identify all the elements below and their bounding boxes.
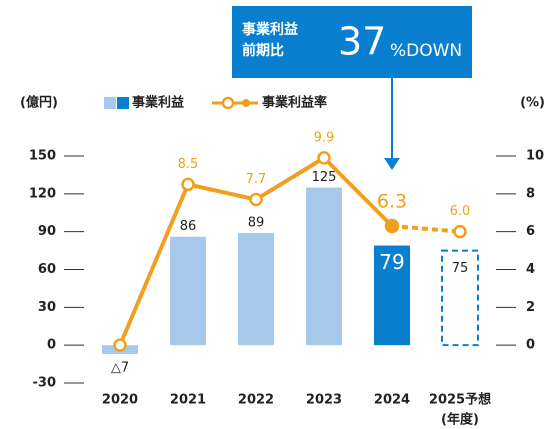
- bar: [238, 232, 274, 346]
- legend-marker: [221, 96, 235, 110]
- x-tick-label: 2024: [374, 393, 410, 408]
- bar-label: 79: [379, 250, 404, 274]
- legend-swatch: [104, 97, 116, 109]
- line-label: 9.9: [314, 130, 335, 145]
- line-marker: [453, 224, 467, 239]
- y-tick-label: 0: [47, 338, 56, 353]
- y2-axis-label: (%): [520, 96, 545, 111]
- y2-tick-label: 2: [526, 300, 535, 315]
- line-label: 6.3: [377, 190, 407, 212]
- callout-value: 37: [338, 20, 386, 64]
- legend-marker: [242, 99, 250, 107]
- line-marker: [317, 151, 331, 165]
- y-tick-label: 60: [38, 262, 56, 277]
- legend-swatch: [117, 97, 129, 109]
- line-segment: [322, 156, 394, 228]
- x-axis-label: (年度): [441, 412, 479, 428]
- line-label: 7.7: [246, 172, 267, 187]
- callout-unit: %DOWN: [390, 41, 462, 61]
- callout-text: 前期比: [242, 42, 284, 59]
- x-tick-label: 2023: [306, 393, 342, 408]
- line-label: 8.5: [178, 157, 199, 172]
- line-segment: [391, 223, 461, 234]
- line-marker: [113, 338, 127, 352]
- callout-box: [232, 6, 472, 78]
- y-tick-label: 120: [29, 186, 56, 201]
- bar-label: 86: [180, 219, 197, 234]
- y-axis-label: (億円): [20, 95, 58, 111]
- bar: [374, 245, 410, 346]
- line-label: 6.0: [450, 204, 471, 219]
- legend-label: 事業利益: [132, 95, 184, 111]
- y2-tick-label: 4: [526, 262, 535, 277]
- y-tick-label: -30: [33, 376, 57, 391]
- bar: [306, 187, 342, 346]
- y2-tick-label: 0: [526, 338, 535, 353]
- line-segment: [254, 156, 326, 202]
- bar-label: 75: [452, 261, 469, 276]
- x-tick-label: 2022: [238, 393, 274, 408]
- legend-label: 事業利益率: [262, 95, 327, 111]
- y2-tick-label: 8: [526, 186, 535, 201]
- line-marker: [249, 192, 263, 207]
- line-marker: [181, 177, 195, 192]
- x-tick-label: 2025予想: [429, 392, 491, 408]
- bar-label: 125: [312, 170, 337, 185]
- y2-tick-label: 10: [526, 149, 544, 164]
- bar-label: 89: [248, 215, 265, 230]
- bar: [441, 249, 479, 347]
- x-tick-label: 2020: [102, 393, 138, 408]
- callout-text: 事業利益: [242, 21, 298, 38]
- line-marker: [384, 218, 400, 234]
- x-tick-label: 2021: [170, 393, 206, 408]
- bar-label: △7: [111, 360, 129, 375]
- line-segment: [118, 183, 190, 346]
- line-segment: [187, 182, 257, 202]
- y-tick-label: 30: [38, 300, 56, 315]
- y-tick-label: 90: [38, 224, 56, 239]
- bar: [170, 236, 206, 346]
- y-tick-label: 150: [29, 149, 56, 164]
- callout-arrow: [384, 158, 400, 170]
- y2-tick-label: 6: [526, 224, 535, 239]
